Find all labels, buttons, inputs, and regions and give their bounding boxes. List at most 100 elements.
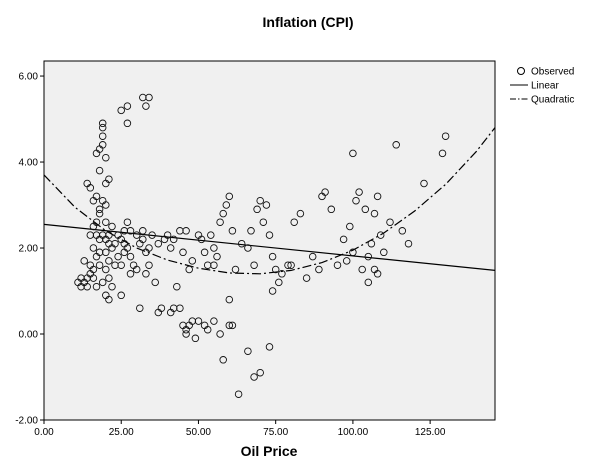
data-point <box>105 175 113 183</box>
data-point <box>367 239 376 248</box>
data-point <box>157 304 166 312</box>
data-point <box>105 257 113 265</box>
data-point <box>126 252 135 261</box>
data-point <box>173 282 181 291</box>
data-point <box>123 218 132 226</box>
data-point <box>398 227 407 235</box>
chart-title: Inflation (CPI) <box>263 14 354 30</box>
data-point <box>142 270 150 278</box>
legend-observed-label: Observed <box>531 67 574 78</box>
data-point <box>126 227 135 235</box>
data-point <box>95 209 104 218</box>
y-tick-label: 2.00 <box>19 244 39 255</box>
data-point <box>95 166 104 175</box>
y-tick-label: 0.00 <box>19 330 39 341</box>
data-point <box>355 188 363 196</box>
data-point <box>352 196 360 205</box>
x-tick-label: 25.00 <box>109 427 134 438</box>
data-point <box>225 192 234 201</box>
y-tick-label: 4.00 <box>19 158 39 169</box>
data-point <box>111 239 119 248</box>
legend-observed-marker <box>517 67 525 75</box>
data-point <box>145 244 153 252</box>
data-point <box>163 231 172 239</box>
x-tick-label: 50.00 <box>186 427 211 438</box>
data-point <box>284 261 292 269</box>
data-point <box>89 244 98 252</box>
data-point <box>98 196 107 205</box>
data-point <box>114 252 122 261</box>
data-point <box>169 235 178 244</box>
y-tick-label: 6.00 <box>19 72 39 83</box>
data-point <box>265 343 274 351</box>
data-point <box>321 188 329 196</box>
legend: Observed Linear Quadratic <box>510 67 574 106</box>
quadratic-fit-line <box>43 127 496 275</box>
data-point <box>315 265 323 274</box>
data-point <box>139 227 147 235</box>
data-point <box>268 252 277 261</box>
data-point <box>265 231 274 239</box>
data-point <box>296 209 305 218</box>
data-point <box>333 261 342 269</box>
legend-quadratic-label: Quadratic <box>531 95 574 106</box>
data-point <box>346 222 354 231</box>
data-point <box>117 261 125 269</box>
data-point <box>182 227 190 235</box>
data-point <box>102 265 110 274</box>
data-point <box>441 132 450 140</box>
data-point <box>98 123 107 132</box>
data-point <box>188 257 197 265</box>
data-point <box>191 334 200 343</box>
data-point <box>216 218 224 226</box>
data-point <box>95 248 104 257</box>
data-point <box>228 321 237 330</box>
data-point <box>98 231 107 239</box>
x-axis-label: Oil Price <box>241 443 298 459</box>
data-point <box>151 278 159 287</box>
data-point <box>275 278 283 287</box>
data-point <box>228 227 237 235</box>
data-point <box>117 106 125 115</box>
data-point <box>268 287 277 295</box>
data-point <box>219 356 227 364</box>
data-point <box>262 201 271 209</box>
data-point <box>327 205 336 214</box>
data-point <box>108 282 116 291</box>
data-point <box>142 102 150 110</box>
y-tick-label: -2.00 <box>15 416 38 427</box>
data-point <box>98 278 107 287</box>
data-point <box>200 248 209 257</box>
data-point <box>420 179 428 188</box>
data-point <box>145 93 153 102</box>
data-point <box>98 132 107 140</box>
data-point <box>339 235 348 244</box>
data-point <box>364 252 373 261</box>
data-point <box>185 265 193 274</box>
data-point <box>364 278 373 287</box>
x-axis: 0.00 25.00 50.00 75.00 100.00 125.00 <box>34 420 446 438</box>
data-point <box>216 330 224 338</box>
data-point <box>253 205 261 214</box>
data-point <box>386 218 394 226</box>
data-point <box>358 265 366 274</box>
data-point <box>247 227 255 235</box>
data-point <box>132 265 141 274</box>
data-point <box>117 291 125 300</box>
data-point <box>210 317 218 325</box>
data-point <box>92 192 101 201</box>
data-point <box>89 274 98 282</box>
data-point <box>244 347 252 355</box>
data-point <box>290 218 298 226</box>
data-point <box>250 261 258 269</box>
data-point <box>92 218 101 226</box>
data-point <box>123 244 132 252</box>
data-point <box>259 218 268 226</box>
data-point <box>148 231 156 239</box>
data-point <box>302 274 311 282</box>
data-point <box>373 192 382 201</box>
data-point <box>278 270 286 278</box>
data-point <box>376 231 385 239</box>
data-point <box>98 119 107 128</box>
data-point <box>95 261 104 269</box>
